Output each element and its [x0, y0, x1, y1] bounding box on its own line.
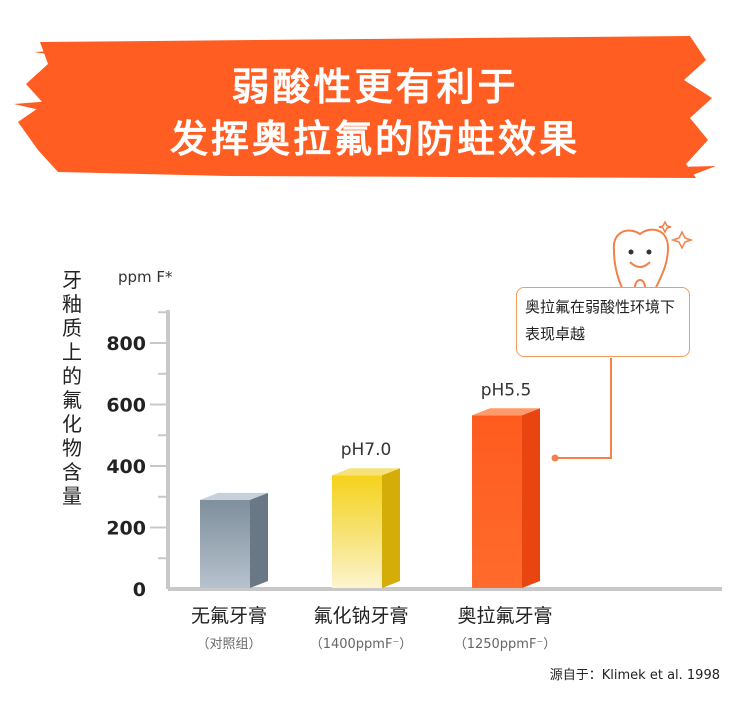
bar-chart: 0 200 400 600 800 无氟牙膏 （对照组） pH7.0 氟化钠牙膏 （1400ppm… [106, 220, 722, 652]
y-tick-label: 200 [106, 518, 146, 540]
category-sublabel: （对照组） [196, 637, 261, 652]
banner-title-line1: 弱酸性更有利于 [231, 65, 519, 109]
banner-title-line2: 发挥奥拉氟的防蛀效果 [169, 117, 580, 161]
tooth-mascot-icon [612, 220, 694, 298]
category-sublabel: （1250ppmF⁻） [454, 637, 557, 652]
y-tick-label: 0 [133, 579, 146, 601]
bar-top [200, 492, 268, 500]
category-label: 奥拉氟牙膏 [457, 604, 552, 627]
bar-side [250, 492, 268, 588]
category-sublabel: （1400ppmF⁻） [310, 637, 413, 652]
bar-top [332, 468, 400, 476]
bar-side [522, 408, 540, 588]
bar-side [382, 468, 400, 588]
callout-connector [551, 358, 612, 462]
title-banner [14, 36, 716, 178]
y-tick-label: 800 [106, 333, 146, 355]
bar-top [472, 408, 540, 416]
bar-data-label: pH7.0 [341, 440, 392, 460]
y-tick-label: 600 [106, 395, 146, 417]
category-label: 无氟牙膏 [191, 604, 267, 627]
bar-front [332, 475, 382, 588]
bar-front [472, 415, 522, 588]
bar-data-label: pH5.5 [481, 380, 532, 400]
y-axis-title: 牙釉质上的氟化物含量 [62, 268, 82, 508]
y-tick-label: 400 [106, 456, 146, 478]
callout-box: 奥拉氟在弱酸性环境下表现卓越 [516, 287, 690, 357]
category-label: 氟化钠牙膏 [313, 604, 408, 627]
source-citation: 源自于：Klimek et al. 1998 [549, 668, 720, 683]
bar-front [200, 499, 250, 588]
unit-label: ppm F* [118, 268, 173, 286]
